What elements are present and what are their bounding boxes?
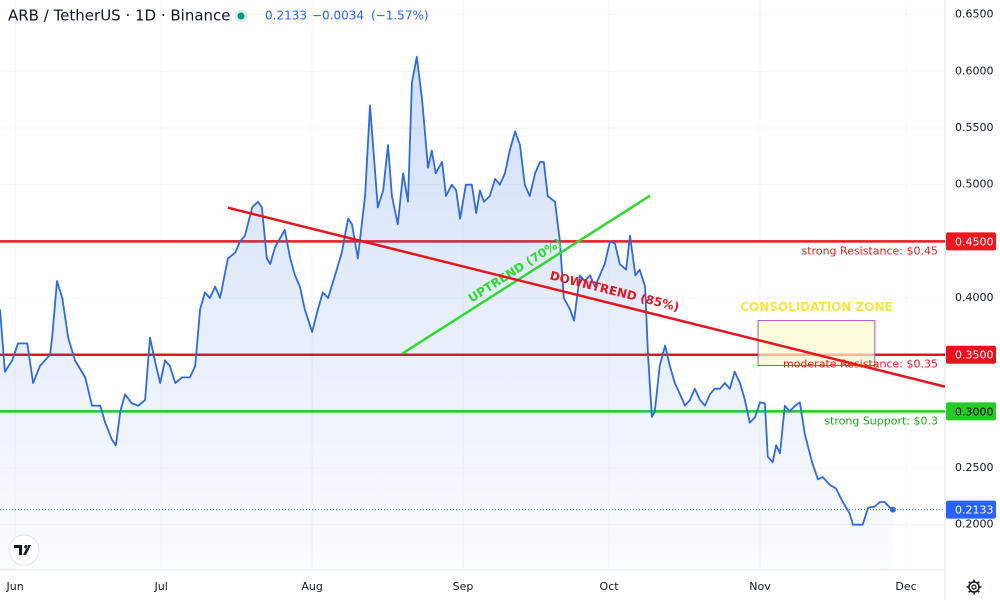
- x-tick-label: Oct: [600, 580, 620, 593]
- trendline: [401, 194, 651, 355]
- header-change-pct: (−1.57%): [371, 9, 429, 23]
- level-axis-label: 0.4500: [955, 235, 994, 248]
- zone-label: CONSOLIDATION ZONE: [740, 300, 893, 314]
- y-tick-label: 0.6000: [955, 64, 994, 77]
- level-axis-box: [946, 345, 996, 364]
- x-tick-label: Sep: [453, 580, 474, 593]
- last-price-box: [946, 500, 996, 519]
- price-area: [0, 56, 893, 570]
- level-text: strong Support: $0.3: [824, 414, 938, 427]
- last-price-dot: [889, 506, 896, 513]
- level-axis-label: 0.3500: [955, 349, 994, 362]
- y-tick-label: 0.2500: [955, 461, 994, 474]
- level-text: strong Resistance: $0.45: [802, 244, 938, 257]
- y-tick-label: 0.5000: [955, 178, 994, 191]
- logo[interactable]: [8, 534, 40, 566]
- level-axis-box: [946, 232, 996, 251]
- level-axis-label: 0.3000: [955, 405, 994, 418]
- x-tick-label: Aug: [301, 580, 322, 593]
- trendline: [227, 206, 946, 388]
- consolidation-zone: [757, 320, 876, 366]
- symbol-title: ARB / TetherUS · 1D · Binance: [8, 7, 231, 25]
- x-tick-label: Jun: [5, 580, 23, 593]
- x-tick-label: Dec: [895, 580, 916, 593]
- y-tick-label: 0.2000: [955, 518, 994, 531]
- header-change: −0.0034: [312, 9, 364, 23]
- level-text: moderate Resistance: $0.35: [783, 358, 938, 371]
- price-line: [0, 55, 894, 526]
- status-dot: [237, 12, 245, 20]
- y-tick-label: 0.6500: [955, 8, 994, 21]
- y-tick-label: 0.4000: [955, 291, 994, 304]
- level-axis-box: [946, 402, 996, 421]
- settings-icon[interactable]: [966, 579, 982, 595]
- x-tick-label: Jul: [154, 580, 168, 593]
- last-price-label: 0.2133: [955, 504, 994, 517]
- x-tick-label: Nov: [749, 580, 771, 593]
- header-price: 0.2133: [265, 9, 307, 23]
- y-tick-label: 0.5500: [955, 121, 994, 134]
